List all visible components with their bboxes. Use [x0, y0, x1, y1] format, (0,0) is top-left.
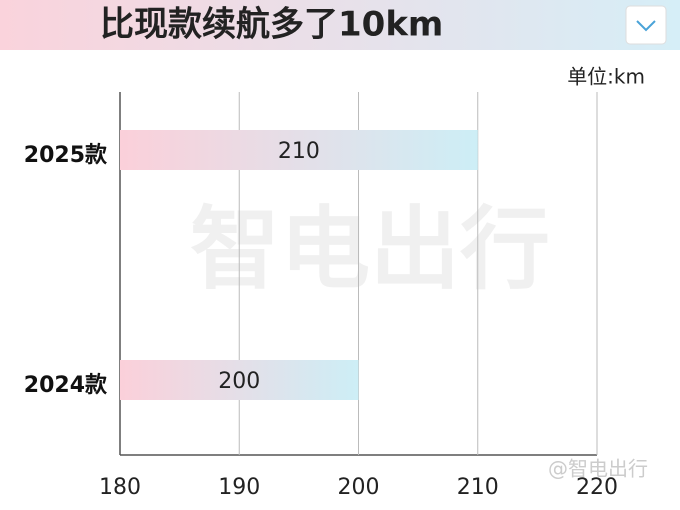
y-tick-label: 2025款 — [24, 142, 108, 168]
x-tick-label: 210 — [457, 475, 499, 500]
x-tick-label: 200 — [338, 475, 380, 500]
x-tick-label: 190 — [218, 475, 260, 500]
title-banner — [0, 0, 680, 50]
unit-label: 单位:km — [567, 65, 645, 89]
watermark: 智电出行 — [190, 197, 550, 302]
x-tick-label: 180 — [99, 475, 141, 500]
bar — [120, 130, 478, 170]
chart-title: 比现款续航多了10km — [100, 5, 443, 45]
y-tick-label: 2024款 — [24, 372, 108, 398]
bar — [120, 360, 359, 400]
value-label: 210 — [278, 139, 320, 164]
watermark-small: @智电出行 — [548, 457, 648, 481]
collapse-button[interactable] — [625, 5, 667, 45]
value-label: 200 — [218, 369, 260, 394]
x-tick-label: 220 — [576, 475, 618, 500]
